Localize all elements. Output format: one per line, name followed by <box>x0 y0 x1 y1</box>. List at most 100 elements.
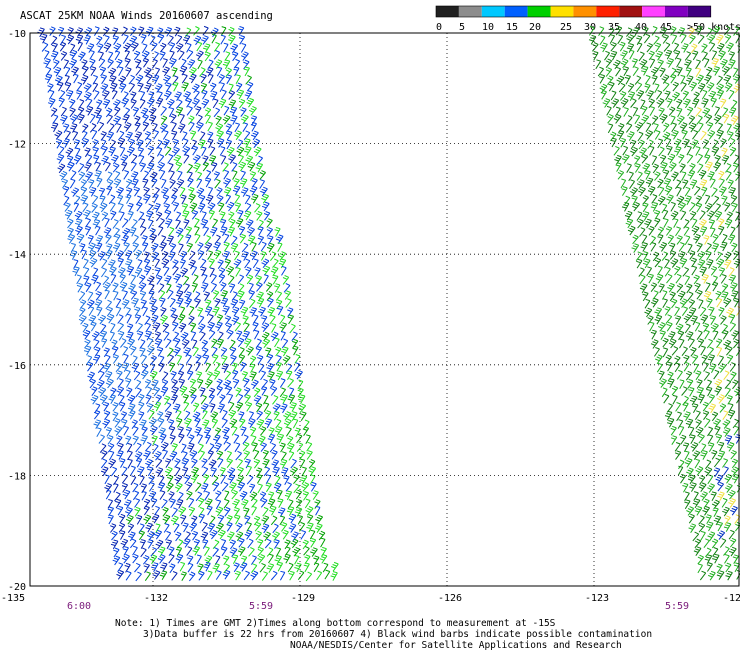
wind-barb <box>640 65 649 76</box>
wind-barb <box>146 73 153 84</box>
wind-barb <box>639 283 648 294</box>
wind-barb <box>203 354 210 365</box>
wind-barb <box>215 321 223 332</box>
wind-barb <box>694 410 701 420</box>
wind-barb <box>658 283 665 293</box>
wind-barb <box>49 26 56 37</box>
wind-barb <box>63 123 70 133</box>
wind-barb <box>134 314 142 324</box>
wind-barb <box>175 219 181 230</box>
wind-barb <box>131 297 139 308</box>
wind-barb <box>664 410 673 421</box>
wind-barb <box>204 235 212 245</box>
wind-barb <box>670 201 676 212</box>
wind-barb <box>110 387 117 398</box>
wind-barb <box>93 339 100 349</box>
wind-barb <box>259 491 267 501</box>
wind-barb <box>117 505 124 516</box>
wind-barb <box>113 42 122 53</box>
wind-barb <box>723 74 732 85</box>
wind-barb <box>287 435 294 446</box>
wind-barb <box>638 186 646 197</box>
wind-barb <box>152 443 159 454</box>
wind-barb <box>192 339 198 350</box>
wind-barb <box>132 234 139 245</box>
wind-barb <box>670 115 676 126</box>
wind-barb <box>654 307 663 317</box>
wind-barb <box>315 505 321 516</box>
wind-barb <box>57 81 64 92</box>
wind-barb <box>112 99 121 109</box>
wind-barb <box>122 489 131 500</box>
wind-barb <box>201 146 207 157</box>
wind-barb <box>265 482 272 493</box>
wind-barb <box>295 489 303 500</box>
wind-barb <box>198 497 205 508</box>
wind-barb <box>600 89 607 100</box>
wind-barb <box>92 146 99 157</box>
wind-barb <box>191 282 198 293</box>
wind-barb <box>162 514 171 525</box>
wind-barb <box>270 570 278 581</box>
wind-barb <box>247 235 256 245</box>
wind-barb <box>665 137 672 148</box>
wind-barb <box>261 201 270 212</box>
wind-barb <box>141 235 148 245</box>
wind-barb <box>169 498 176 509</box>
wind-barb <box>680 210 687 221</box>
wind-barb <box>152 322 161 332</box>
wind-barb <box>207 59 214 70</box>
wind-barb <box>139 290 147 301</box>
wind-barb <box>134 249 143 260</box>
wind-barb <box>676 411 683 422</box>
wind-barb <box>267 297 274 308</box>
wind-barb <box>642 26 649 37</box>
wind-barb <box>233 259 242 269</box>
wind-barb <box>684 499 691 510</box>
wind-barb <box>720 138 727 148</box>
wind-barb <box>208 394 215 404</box>
wind-barb <box>178 243 184 254</box>
wind-barb <box>224 315 232 326</box>
wind-barb <box>70 170 77 180</box>
wind-barb <box>608 81 615 92</box>
wind-barb <box>200 531 209 542</box>
wind-barb <box>610 41 617 52</box>
legend-label: 15 <box>506 22 518 33</box>
wind-barb <box>53 59 60 70</box>
wind-barb <box>141 426 148 436</box>
wind-barb <box>121 234 129 245</box>
wind-barb <box>125 194 132 204</box>
wind-barb <box>60 106 67 117</box>
wind-barb <box>687 291 694 302</box>
wind-barb <box>232 498 240 509</box>
wind-barb <box>179 65 188 76</box>
wind-barb <box>674 50 681 60</box>
wind-barb <box>707 483 715 493</box>
wind-barb <box>147 539 154 549</box>
wind-barb <box>207 450 214 460</box>
wind-barb <box>100 267 108 278</box>
wind-barb <box>715 290 722 301</box>
wind-barb <box>116 123 122 133</box>
wind-barb <box>662 34 669 44</box>
wind-barb <box>125 507 133 517</box>
wind-barb <box>189 522 198 532</box>
wind-barb <box>730 282 738 292</box>
wind-barb <box>699 210 706 220</box>
wind-barb <box>117 257 124 268</box>
wind-barb <box>330 571 338 581</box>
wind-barb <box>265 474 272 484</box>
wind-barb <box>666 98 673 108</box>
wind-barb <box>708 90 717 101</box>
wind-barb <box>82 65 89 76</box>
wind-barb <box>163 523 170 533</box>
wind-barb <box>259 562 266 573</box>
lon-tick-label: -135 <box>1 593 25 604</box>
wind-barb <box>642 163 651 173</box>
lon-tick-label: -120 <box>723 593 740 604</box>
wind-barb <box>237 337 245 348</box>
wind-barb <box>281 346 289 357</box>
wind-barb <box>617 170 625 180</box>
wind-barb <box>175 553 184 564</box>
